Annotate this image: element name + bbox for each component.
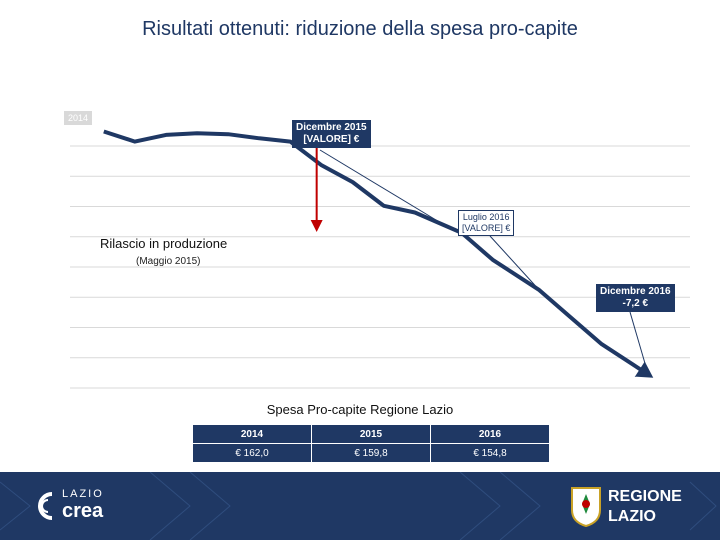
table-header-2014: 2014 [192,424,312,444]
callout-leader-dec2016 [629,311,649,375]
lazio-crea-logo-big: crea [62,500,104,522]
table-cell-2015: € 159,8 [311,443,431,463]
lazio-crea-logo: LAZIO crea [30,486,140,526]
regione-lazio-logo-line2: LAZIO [608,508,656,525]
footer-decoration [0,472,717,540]
callout-dec2015-value: [VALORE] € [303,134,360,145]
callout-dec2015-title: Dicembre 2015 [296,122,367,133]
regione-lazio-logo: REGIONE LAZIO [566,484,716,530]
table-header-2015: 2015 [311,424,431,444]
callout-leader-jul2016 [489,235,540,291]
series-end-arrowhead [634,361,654,378]
milestone-date: (Maggio 2015) [136,256,201,267]
table-title: Spesa Pro-capite Regione Lazio [266,402,454,417]
milestone-label: Rilascio in produzione [100,236,228,251]
callout-dec2016: Dicembre 2016 -7,2 € [596,284,675,312]
callout-dec2016-value: -7,2 € [622,298,649,309]
callout-jul2016-title: Luglio 2016 [462,212,510,222]
regione-lazio-logo-line1: REGIONE [608,488,682,505]
line-chart [70,129,690,389]
series-line-spesa [103,129,650,377]
table-header-row: 2014 2015 2016 [192,424,550,444]
callout-dec2016-title: Dicembre 2016 [600,286,671,297]
table-cell-2014: € 162,0 [192,443,312,463]
callout-leader-dec2015 [319,149,447,227]
callout-jul2016: Luglio 2016 [VALORE] € [458,210,515,236]
chart-grid [70,145,690,389]
page-title: Risultati ottenuti: riduzione della spes… [142,18,578,40]
callout-dec2015: Dicembre 2015 [VALORE] € [292,120,371,148]
spesa-table: 2014 2015 2016 € 162,0 € 159,8 € 154,8 [192,424,550,463]
milestone-arrowhead [310,220,323,232]
start-year-tag: 2014 [64,111,92,125]
callout-jul2016-value: [VALORE] € [462,223,511,233]
table-row: € 162,0 € 159,8 € 154,8 [192,443,550,463]
footer-bar: LAZIO crea REGIONE LAZIO [0,472,720,540]
regione-crest-icon [571,487,601,528]
table-cell-2016: € 154,8 [430,443,550,463]
crea-mark-icon [38,492,53,520]
lazio-crea-logo-small: LAZIO [62,488,104,500]
table-header-2016: 2016 [430,424,550,444]
